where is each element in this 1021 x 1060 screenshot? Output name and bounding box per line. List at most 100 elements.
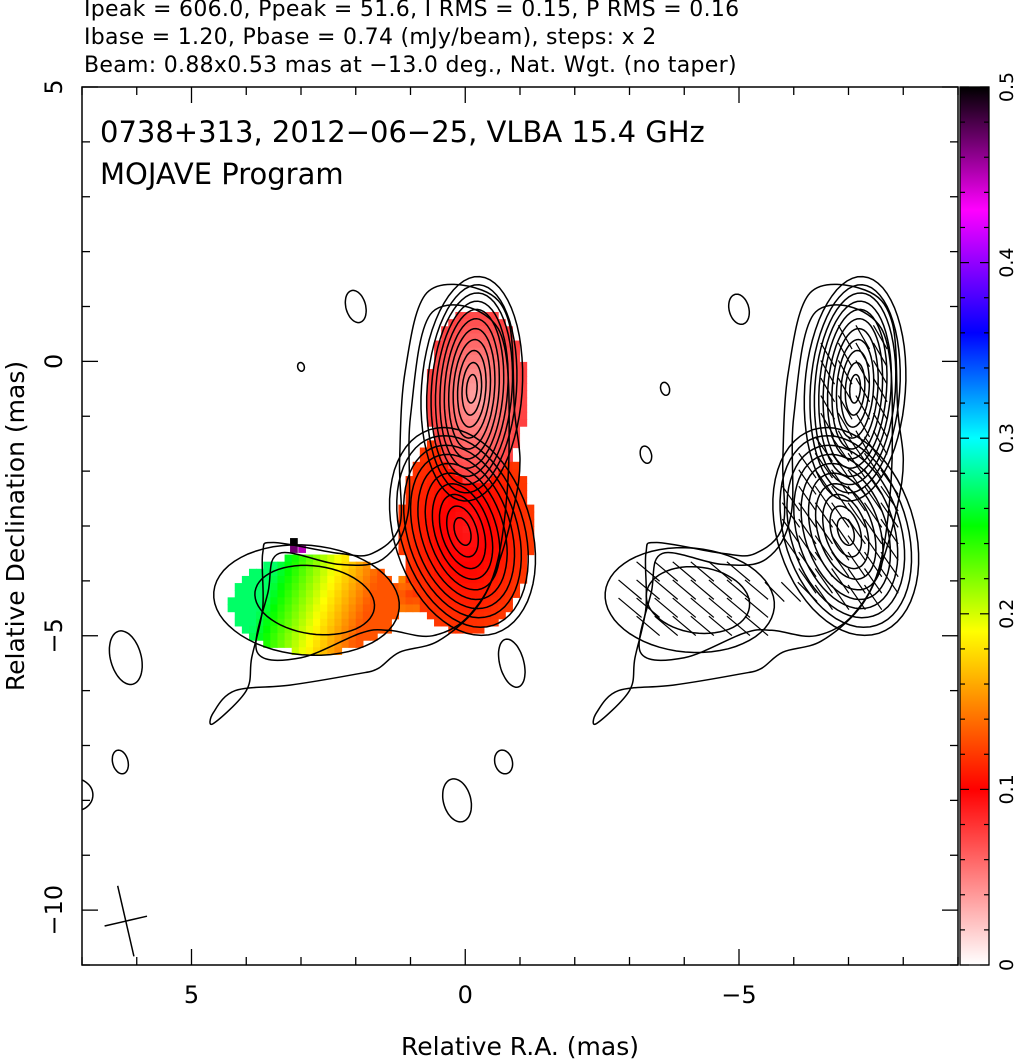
fpol-pixel	[320, 568, 328, 577]
fpol-pixel	[512, 540, 521, 549]
evpa-vector	[618, 579, 642, 600]
fpol-pixel	[455, 418, 464, 427]
contour-core	[430, 292, 514, 486]
fpol-pixel	[490, 540, 499, 549]
evpa-vector	[781, 485, 801, 512]
fpol-pixel	[512, 404, 521, 413]
fpol-pixel	[462, 575, 471, 584]
fpol-pixel	[498, 411, 506, 420]
fpol-pixel	[398, 526, 407, 534]
contour-outer	[592, 283, 905, 726]
evpa-vector	[880, 551, 899, 578]
fpol-pixel	[426, 575, 435, 584]
fpol-pixel	[455, 490, 464, 499]
contour-core	[848, 373, 862, 404]
fpol-pixel	[490, 468, 499, 477]
fpol-pixel	[419, 583, 428, 591]
fpol-pixel	[490, 311, 499, 320]
fpol-pixel	[462, 347, 471, 356]
evpa-vector	[636, 615, 661, 637]
evpa-vector	[872, 325, 888, 350]
evpa-vector	[780, 581, 802, 602]
fpol-pixel	[455, 390, 464, 399]
fpol-pixel	[490, 447, 499, 456]
fpol-pixel	[391, 597, 400, 606]
contour-core	[443, 317, 501, 460]
fpol-pixel	[298, 554, 307, 563]
fpol-pixel	[291, 618, 300, 627]
fpol-pixel	[426, 454, 435, 463]
fpol-pixel	[234, 611, 243, 620]
evpa-vector	[831, 469, 850, 495]
fpol-pixel	[476, 347, 485, 356]
fpol-pixel	[362, 611, 371, 620]
fpol-pixel	[441, 340, 449, 349]
fpol-pixel	[483, 418, 492, 427]
fpol-pixel	[448, 561, 456, 570]
fpol-pixel	[519, 568, 528, 577]
evpa-vector	[764, 581, 785, 602]
fpol-pixel	[441, 347, 449, 356]
evpa-vector	[847, 535, 866, 561]
evpa-vector	[798, 568, 817, 594]
fpol-pixel	[469, 418, 478, 427]
fpol-pixel	[448, 397, 456, 406]
fpol-pixel	[519, 526, 528, 534]
contour-knot	[645, 565, 751, 635]
fpol-pixel	[505, 583, 513, 591]
fpol-pixel	[469, 383, 478, 392]
evpa-vector	[726, 615, 751, 637]
fpol-pixel	[483, 433, 492, 441]
fpol-pixel	[419, 454, 428, 463]
fpol-pixel	[505, 568, 513, 577]
contour-core	[456, 349, 487, 428]
fpol-pixel	[469, 340, 478, 349]
fpol-pixel	[441, 526, 449, 534]
fpol-pixel	[519, 554, 528, 563]
fpol-pixel	[448, 597, 456, 606]
fpol-pixel	[483, 526, 492, 534]
fpol-pixel	[455, 447, 464, 456]
colorbar-tick-label: 0.3	[996, 423, 1018, 453]
fpol-pixel	[490, 476, 499, 484]
fpol-pixel	[469, 583, 478, 591]
fpol-pixel	[419, 490, 428, 499]
fpol-pixel	[362, 568, 371, 577]
fpol-pixel	[476, 611, 485, 620]
fpol-pixel	[405, 568, 414, 577]
fpol-pixel	[512, 575, 521, 584]
fpol-pixel	[462, 490, 471, 499]
fpol-pixel	[469, 454, 478, 463]
fpol-pixel	[327, 568, 335, 577]
fpol-pixel	[320, 597, 328, 606]
fpol-pixel	[291, 590, 300, 598]
fpol-pixel	[498, 390, 506, 399]
evpa-vector	[837, 395, 853, 420]
fpol-pixel	[476, 526, 485, 534]
contour-core	[809, 284, 901, 494]
evpa-vector	[831, 502, 850, 528]
evpa-vector	[831, 584, 850, 611]
fpol-pixel	[526, 504, 535, 513]
fpol-pixel	[270, 597, 279, 606]
fpol-pixel	[490, 590, 499, 598]
fpol-pixel	[419, 447, 428, 456]
fpol-pixel	[277, 597, 286, 606]
fpol-pixel	[505, 554, 513, 563]
fpol-pixel	[291, 640, 300, 648]
fpol-pixel	[483, 547, 492, 556]
evpa-vector	[880, 485, 899, 512]
fpol-pixel	[334, 568, 343, 577]
fpol-pixel	[369, 611, 378, 620]
fpol-pixel	[469, 411, 478, 420]
fpol-pixel	[398, 597, 407, 606]
fpol-pixel	[426, 554, 435, 563]
fpol-pixel	[498, 583, 506, 591]
fpol-pixel	[512, 411, 521, 420]
fpol-pixel	[490, 440, 499, 449]
fpol-pixel	[462, 468, 471, 477]
fpol-pixel	[305, 625, 314, 634]
contour-island	[659, 381, 671, 397]
fpol-pixel	[241, 575, 250, 584]
fpol-pixel	[512, 476, 521, 484]
